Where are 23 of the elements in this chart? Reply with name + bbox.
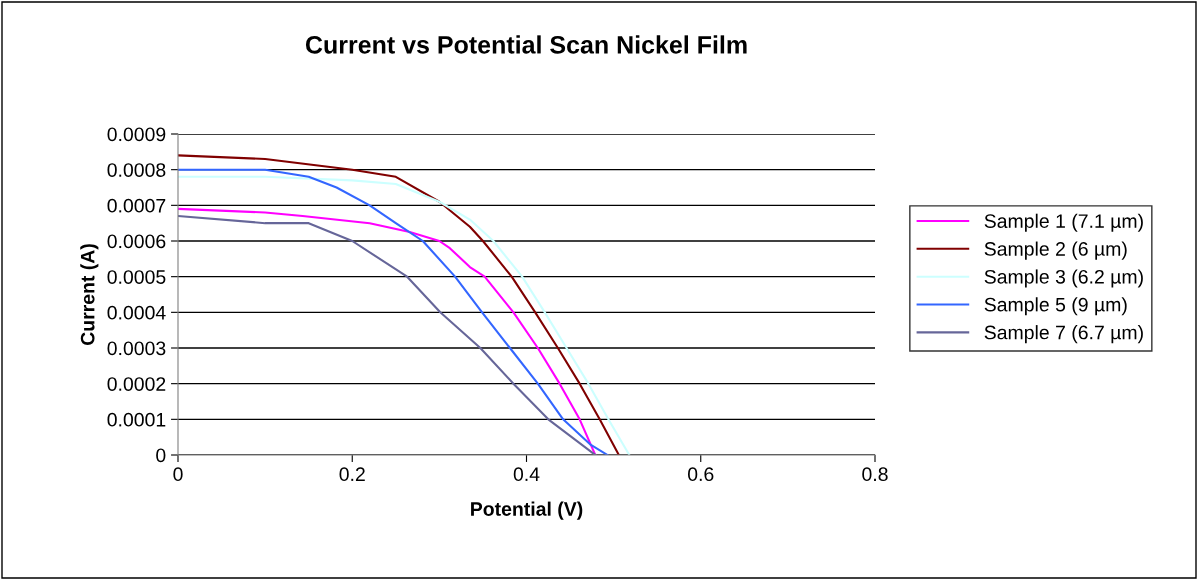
x-tick-label: 0.8 [862, 467, 888, 482]
y-tick-label: 0.0003 [107, 341, 166, 356]
x-axis-title: Potential (V) [471, 501, 583, 520]
y-axis-title: Current (A) [80, 244, 99, 346]
legend-label: Sample 3 (6.2 µm) [984, 269, 1143, 288]
legend-label: Sample 5 (9 µm) [984, 297, 1127, 316]
legend-label: Sample 1 (7.1 µm) [984, 213, 1143, 232]
y-tick-label: 0.0004 [107, 305, 166, 320]
y-tick-label: 0 [156, 448, 166, 463]
y-tick-label: 0.0007 [107, 198, 166, 213]
y-tick-label: 0.0001 [107, 412, 166, 427]
chart-title: Current vs Potential Scan Nickel Film [305, 35, 747, 54]
x-tick-label: 0.2 [339, 467, 365, 482]
legend-label: Sample 2 (6 µm) [984, 241, 1127, 260]
y-tick-label: 0.0002 [107, 377, 166, 391]
x-tick-label: 0.4 [513, 467, 540, 482]
y-tick-label: 0.0008 [107, 163, 166, 177]
x-tick-label: 0 [173, 467, 183, 482]
x-tick-label: 0.6 [688, 467, 714, 482]
y-tick-label: 0.0005 [107, 270, 166, 284]
y-tick-label: 0.0006 [107, 234, 166, 249]
legend-label: Sample 7 (6.7 µm) [984, 325, 1143, 344]
y-tick-label: 0.0009 [107, 127, 166, 142]
